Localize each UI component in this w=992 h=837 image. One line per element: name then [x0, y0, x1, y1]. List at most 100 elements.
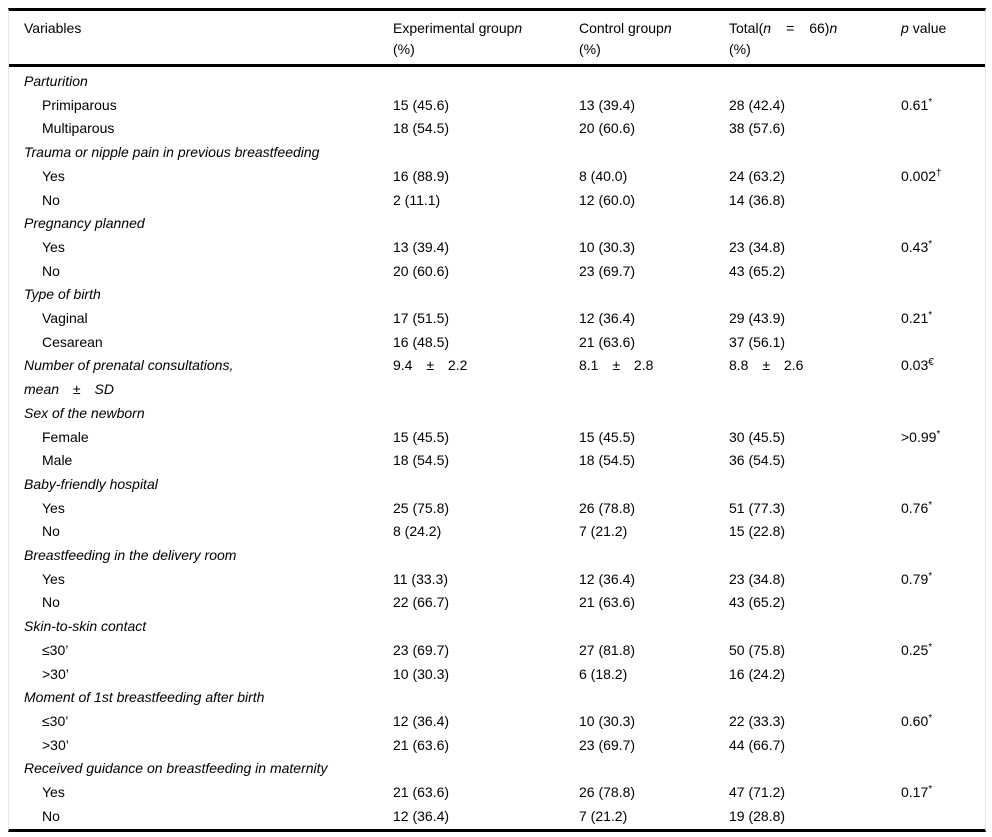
total-value: 36 (54.5): [729, 452, 786, 469]
experimental-value: 18 (54.5): [393, 452, 450, 469]
control-value: [579, 66, 729, 94]
control-value: 8.1 ± 2.8: [579, 357, 654, 374]
total-value: [729, 212, 901, 236]
p-value-footnote-marker: *: [928, 499, 933, 511]
experimental-value: [393, 544, 579, 568]
experimental-value: 2 (11.1): [393, 191, 441, 208]
control-value: 12 (36.4): [579, 570, 636, 587]
control-value: 21 (63.6): [579, 594, 636, 611]
table-body: Parturition Primiparous 15 (45.6) 13 (39.4)…: [9, 66, 985, 829]
header-row: Variables Experimental groupn (%) Contro…: [9, 11, 985, 67]
experimental-value: [393, 212, 579, 236]
category-label: Yes: [42, 784, 65, 801]
variable-label-line1: Number of prenatal consultations,: [24, 357, 234, 374]
table-header: Variables Experimental groupn (%) Contro…: [9, 11, 985, 67]
total-value: 22 (33.3): [729, 712, 786, 729]
table-row: Yes 21 (63.6) 26 (78.8) 47 (71.2) 0.17*: [9, 781, 985, 805]
variable-group-row: Breastfeeding in the delivery room: [9, 544, 985, 568]
p-value-cell: [901, 117, 985, 141]
total-value: [729, 686, 901, 710]
experimental-value: 12 (36.4): [393, 712, 450, 729]
total-value: [729, 66, 901, 94]
p-value-cell: [901, 544, 985, 568]
p-value-cell: [901, 663, 985, 687]
experimental-value: 18 (54.5): [393, 120, 450, 137]
table-row: Female 15 (45.5) 15 (45.5) 30 (45.5) >0.99*: [9, 426, 985, 450]
experimental-value: 16 (48.5): [393, 333, 450, 350]
control-value: 12 (60.0): [579, 191, 636, 208]
p-value-cell: 0.61*: [901, 96, 933, 113]
experimental-value: 16 (88.9): [393, 167, 450, 184]
p-value-footnote-marker: *: [928, 784, 933, 796]
total-value: 43 (65.2): [729, 594, 786, 611]
p-value-cell: [901, 520, 985, 544]
p-value-cell: [901, 189, 985, 213]
control-value: 7 (21.2): [579, 807, 628, 824]
variable-group-row: Received guidance on breastfeeding in ma…: [9, 757, 985, 781]
table-row: >30’ 10 (30.3) 6 (18.2) 16 (24.2): [9, 663, 985, 687]
variable-group-row: Parturition: [9, 66, 985, 94]
p-value-cell: [901, 686, 985, 710]
total-value: 8.8 ± 2.6: [729, 357, 804, 374]
total-value: [729, 757, 901, 781]
col-header-variables: Variables: [9, 11, 393, 67]
p-value-cell: 0.60*: [901, 712, 933, 729]
experimental-value: 12 (36.4): [393, 807, 450, 824]
control-value: [579, 615, 729, 639]
category-label: Yes: [42, 570, 65, 587]
control-value: 21 (63.6): [579, 333, 636, 350]
control-value: [579, 473, 729, 497]
p-value-cell: [901, 449, 985, 473]
category-label: ≤30’: [42, 712, 69, 729]
p-value-footnote-marker: *: [928, 570, 933, 582]
experimental-value: [393, 757, 579, 781]
p-value-cell: [901, 402, 985, 426]
total-value: [729, 402, 901, 426]
category-label: >30’: [42, 736, 69, 753]
category-label: Yes: [42, 167, 65, 184]
experimental-value: 21 (63.6): [393, 784, 450, 801]
total-value: 15 (22.8): [729, 523, 786, 540]
variable-group-row: Type of birth: [9, 283, 985, 307]
table-row: Yes 13 (39.4) 10 (30.3) 23 (34.8) 0.43*: [9, 236, 985, 260]
table-row: Cesarean 16 (48.5) 21 (63.6) 37 (56.1): [9, 331, 985, 355]
total-value: [729, 473, 901, 497]
experimental-value: 10 (30.3): [393, 665, 450, 682]
variable-group-label: Breastfeeding in the delivery room: [24, 547, 237, 564]
category-label: No: [42, 594, 60, 611]
total-value: 51 (77.3): [729, 499, 786, 516]
control-value: 10 (30.3): [579, 712, 636, 729]
experimental-value: [393, 402, 579, 426]
variable-group-label: Moment of 1st breastfeeding after birth: [24, 689, 265, 706]
table-row: Multiparous 18 (54.5) 20 (60.6) 38 (57.6): [9, 117, 985, 141]
table-row: >30’ 21 (63.6) 23 (69.7) 44 (66.7): [9, 734, 985, 758]
total-value: 16 (24.2): [729, 665, 786, 682]
category-label: Cesarean: [42, 333, 103, 350]
category-label: No: [42, 523, 60, 540]
p-value-cell: 0.76*: [901, 499, 933, 516]
variable-group-label: Pregnancy planned: [24, 215, 145, 232]
category-label: ≤30’: [42, 641, 69, 658]
table-row: Number of prenatal consultations, mean ± …: [9, 354, 985, 401]
experimental-value: 15 (45.5): [393, 428, 450, 445]
col-header-total: Total(n = 66)n (%): [729, 11, 901, 67]
control-value: 23 (69.7): [579, 262, 636, 279]
category-label: Multiparous: [42, 120, 115, 137]
total-value: [729, 544, 901, 568]
statistics-table: Variables Experimental groupn (%) Contro…: [9, 11, 985, 829]
col-header-experimental-group: Experimental groupn (%): [393, 11, 579, 67]
total-value: [729, 141, 901, 165]
control-value: [579, 757, 729, 781]
table-row: No 12 (36.4) 7 (21.2) 19 (28.8): [9, 805, 985, 829]
p-value-cell: [901, 615, 985, 639]
experimental-value: [393, 615, 579, 639]
control-value: 10 (30.3): [579, 238, 636, 255]
control-value: 15 (45.5): [579, 428, 636, 445]
p-value-cell: [901, 757, 985, 781]
total-value: 23 (34.8): [729, 570, 786, 587]
total-value: 50 (75.8): [729, 641, 786, 658]
control-value: 7 (21.2): [579, 523, 628, 540]
category-label: Female: [42, 428, 89, 445]
table-row: Yes 11 (33.3) 12 (36.4) 23 (34.8) 0.79*: [9, 568, 985, 592]
